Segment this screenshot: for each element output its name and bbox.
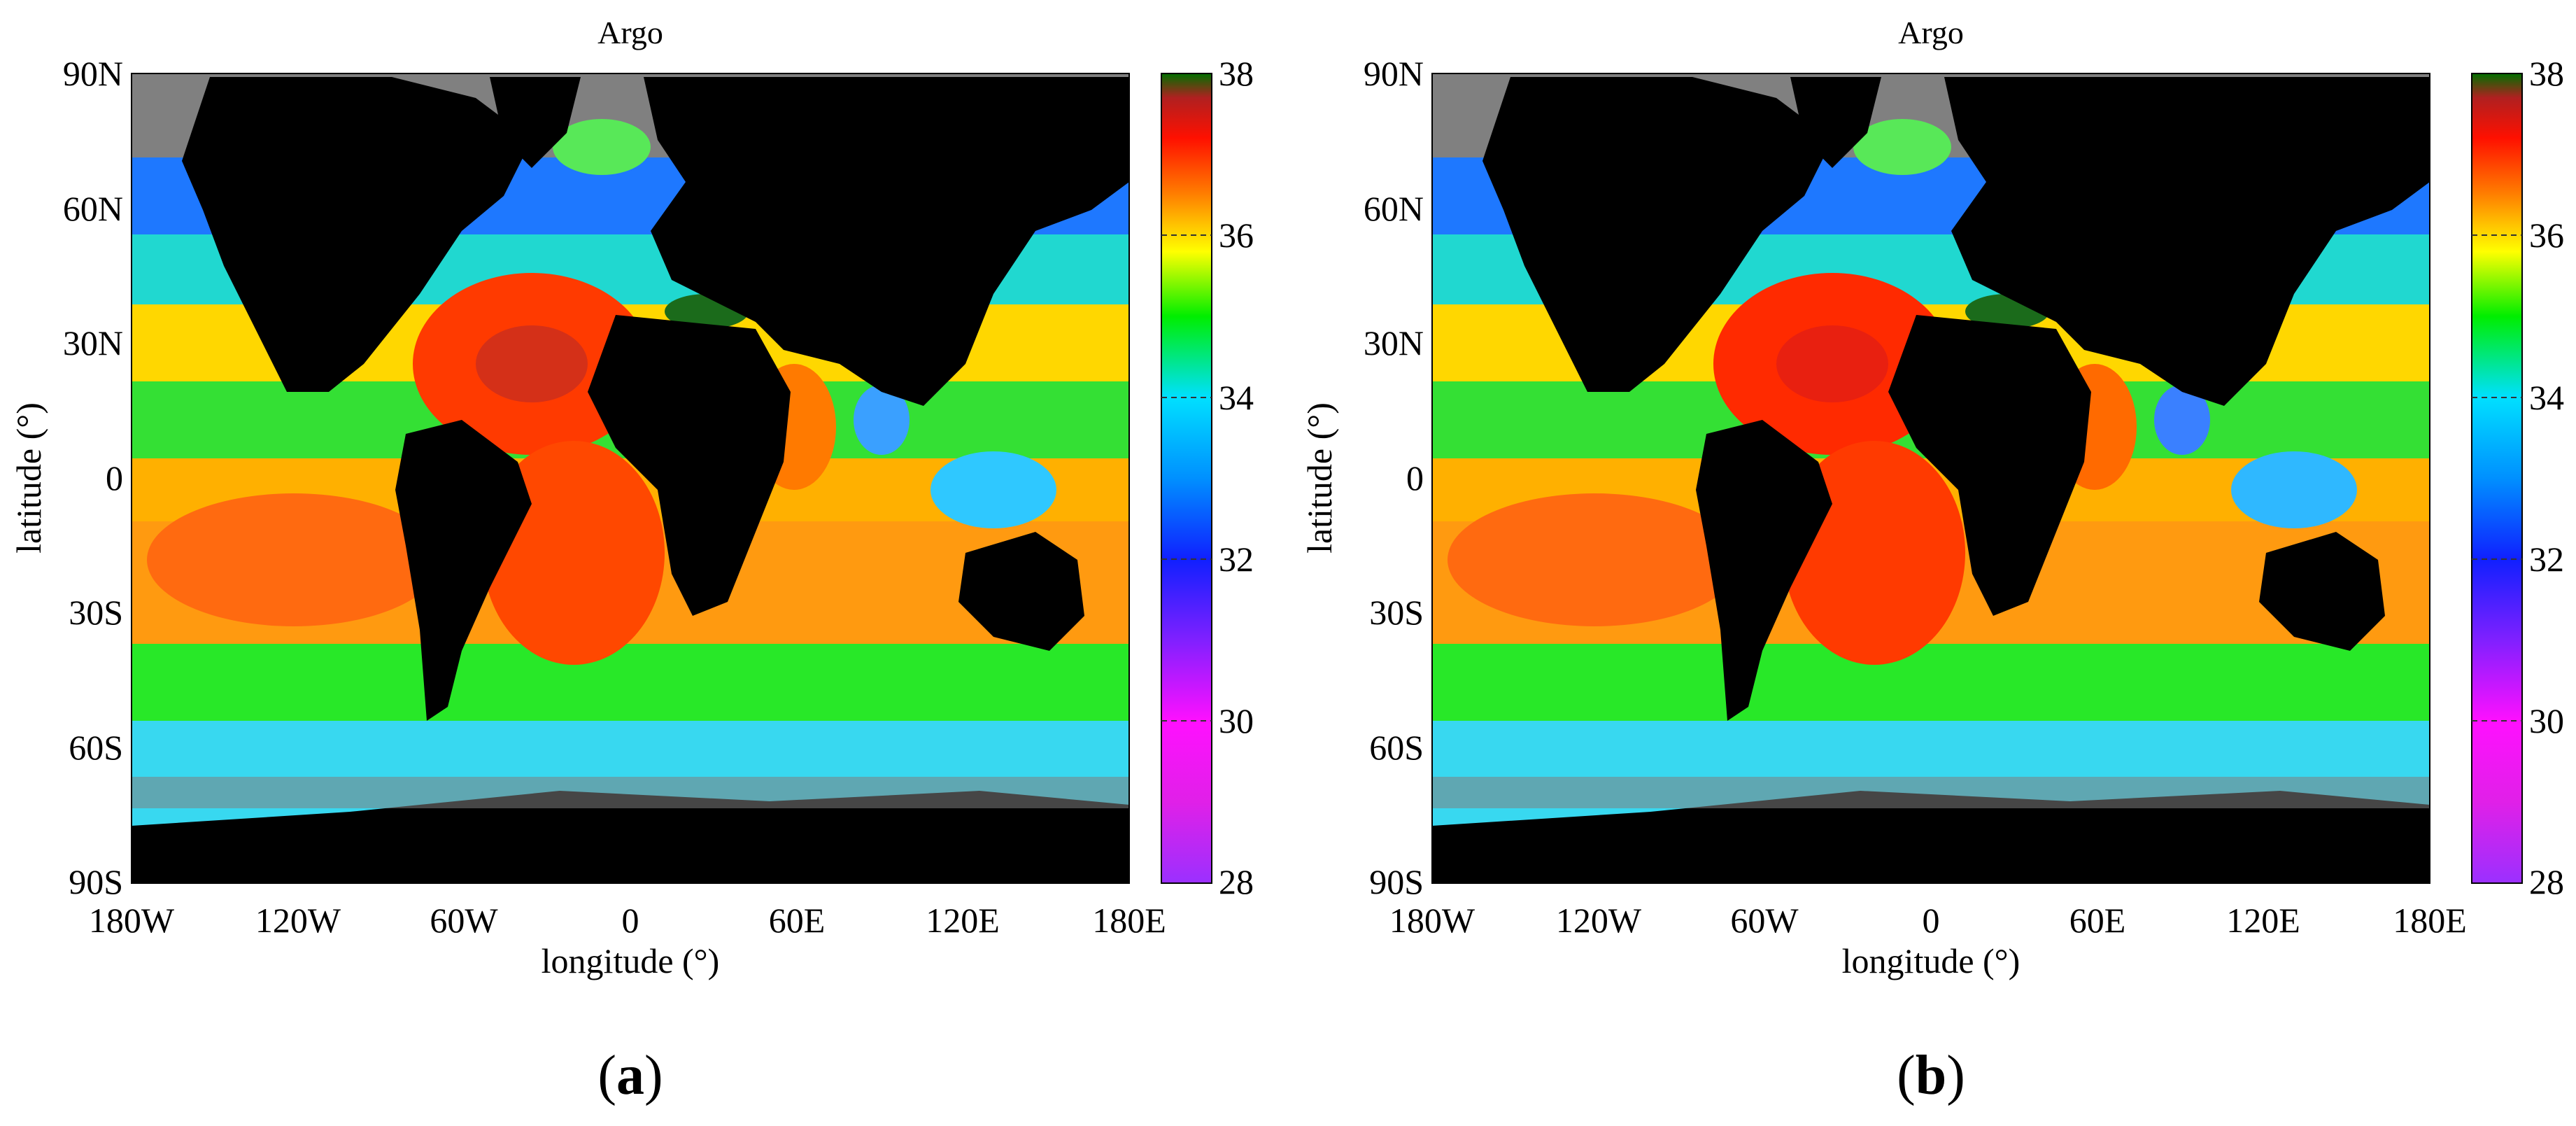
salinity-low-bay-of-bengal	[2154, 385, 2210, 455]
panel-b-svg: Argo 90N 60N 30N 0 30S 60S 90S 180W 120W	[1300, 15, 2564, 1106]
y-tick-label: 0	[106, 458, 123, 498]
colorbar-tick-label: 32	[1219, 540, 1254, 579]
colorbar	[2471, 73, 2523, 884]
panel-title: Argo	[1898, 15, 1964, 50]
salinity-low-indonesia	[2231, 451, 2357, 528]
y-tick-label: 0	[1406, 458, 1424, 498]
land-antarctica	[132, 791, 1129, 883]
colorbar-tick-label: 34	[2529, 378, 2564, 417]
panel-title: Argo	[597, 15, 663, 50]
x-tick-label: 0	[622, 901, 639, 940]
x-tick-label: 0	[1923, 901, 1940, 940]
map-plot-area	[1432, 73, 2430, 883]
x-tick-label: 180E	[2393, 901, 2467, 940]
colorbar-tick-label: 28	[1219, 862, 1254, 901]
colorbar-tick-label: 30	[2529, 701, 2564, 740]
y-tick-label: 60S	[69, 728, 123, 767]
salinity-band	[132, 644, 1129, 721]
x-tick-label: 180W	[1389, 901, 1475, 940]
colorbar-tick-label: 38	[1219, 54, 1254, 93]
land-africa	[588, 315, 791, 616]
land-australia	[958, 532, 1084, 651]
land-south-america	[395, 420, 532, 721]
y-tick-label: 30S	[1369, 593, 1424, 632]
colorbar-tick-label: 36	[1219, 216, 1254, 255]
land-africa	[1888, 315, 2091, 616]
x-tick-label: 180E	[1092, 901, 1166, 940]
salinity-core-north-atlantic	[476, 325, 588, 402]
panel-label: (b)	[1897, 1045, 1965, 1106]
salinity-maximum-south-pacific	[147, 493, 441, 626]
panel-a: Argo 90N 60N 30N 0 30S 60S	[9, 15, 1254, 1106]
x-tick-label: 120E	[926, 901, 1000, 940]
salinity-low-indonesia	[930, 451, 1056, 528]
colorbar-tick-label: 38	[2529, 54, 2564, 93]
colorbar-tick-label: 36	[2529, 216, 2564, 255]
y-axis-label: latitude (°)	[9, 402, 48, 554]
y-tick-label: 30N	[1364, 323, 1424, 363]
colorbar-tick-label: 28	[2529, 862, 2564, 901]
salinity-band	[1432, 644, 2430, 721]
salinity-low-bay-of-bengal	[854, 385, 910, 455]
x-tick-label: 120W	[1556, 901, 1642, 940]
no-data-antarctic-shelf	[1432, 777, 2430, 808]
x-tick-label: 60W	[430, 901, 498, 940]
y-tick-label: 30N	[63, 323, 123, 363]
salinity-maximum-south-pacific	[1448, 493, 1741, 626]
y-tick-label: 90S	[1369, 862, 1424, 901]
colorbar-tick-label: 34	[1219, 378, 1254, 417]
map-plot-area	[132, 73, 1129, 883]
land-australia	[2259, 532, 2385, 651]
land-eurasia	[644, 77, 1129, 406]
land-greenland	[1790, 77, 1881, 168]
land-south-america	[1696, 420, 1832, 721]
map-frame	[131, 73, 1130, 884]
no-data-antarctic-shelf	[132, 777, 1129, 808]
y-tick-label: 60N	[63, 189, 123, 228]
land-north-america	[182, 77, 532, 392]
x-tick-label: 60E	[769, 901, 826, 940]
y-tick-label: 90N	[1364, 54, 1424, 93]
y-tick-label: 60S	[1369, 728, 1424, 767]
salinity-arctic-greenland	[553, 119, 651, 175]
x-axis-label: longitude (°)	[1842, 941, 2021, 980]
y-tick-label: 60N	[1364, 189, 1424, 228]
x-tick-label: 60E	[2069, 901, 2126, 940]
land-greenland	[490, 77, 581, 168]
y-tick-label: 90S	[69, 862, 123, 901]
land-eurasia	[1944, 77, 2430, 406]
y-tick-label: 30S	[69, 593, 123, 632]
land-antarctica	[1432, 791, 2430, 883]
colorbar-tick-label: 32	[2529, 540, 2564, 579]
x-tick-label: 180W	[89, 901, 175, 940]
y-tick-label: 90N	[63, 54, 123, 93]
colorbar	[1161, 73, 1212, 884]
salinity-arctic-greenland	[1853, 119, 1951, 175]
colorbar-tick-label: 30	[1219, 701, 1254, 740]
x-tick-label: 120E	[2226, 901, 2300, 940]
x-tick-label: 60W	[1730, 901, 1799, 940]
x-tick-label: 120W	[255, 901, 341, 940]
map-frame	[1431, 73, 2430, 884]
land-north-america	[1482, 77, 1832, 392]
panel-b: Argo 90N 60N 30N 0 30S 60S 90S 180W 120W	[1288, 0, 2576, 1126]
panel-a-svg: Argo 90N 60N 30N 0 30S 60S	[9, 15, 1254, 1106]
panel-label: (a)	[597, 1045, 663, 1106]
salinity-core-north-atlantic	[1776, 325, 1888, 402]
y-axis-label: latitude (°)	[1300, 402, 1339, 554]
x-axis-label: longitude (°)	[542, 941, 720, 980]
